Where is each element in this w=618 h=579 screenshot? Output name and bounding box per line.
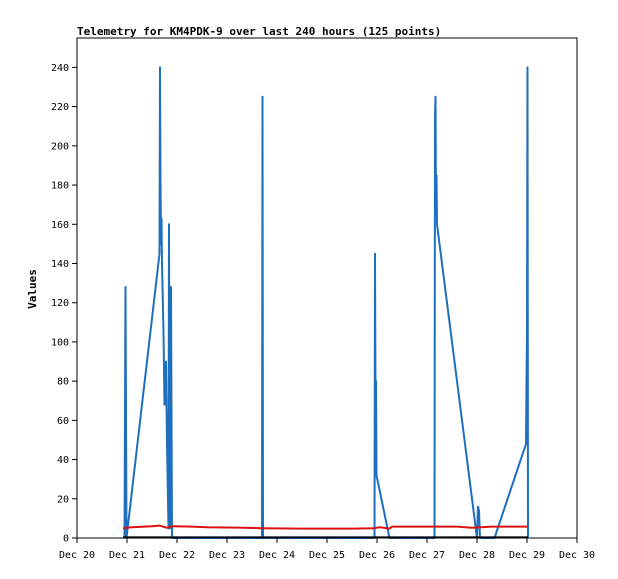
y-axis-label: Values	[26, 269, 39, 309]
y-tick-label: 20	[57, 494, 69, 505]
y-tick-label: 140	[51, 259, 69, 270]
y-tick-label: 100	[51, 337, 69, 348]
x-tick-label: Dec 30	[559, 550, 595, 561]
y-tick-label: 120	[51, 298, 69, 309]
plot-area	[76, 37, 578, 539]
x-tick-label: Dec 29	[509, 550, 545, 561]
x-tick-label: Dec 23	[209, 550, 245, 561]
y-tick-label: 40	[57, 455, 69, 466]
x-tick-label: Dec 24	[259, 550, 295, 561]
x-tick-label: Dec 27	[409, 550, 445, 561]
x-tick-label: Dec 25	[309, 550, 345, 561]
y-tick-label: 220	[51, 102, 69, 113]
x-tick-label: Dec 21	[109, 550, 145, 561]
series-line-1	[122, 524, 528, 530]
axis-layer: 0 20 40 60 80 100 120 140 160 180 200 220 240 Dec 20 D…	[51, 63, 595, 561]
y-tick-label: 180	[51, 181, 69, 192]
x-tick-label: Dec 22	[159, 550, 195, 561]
y-tick-label: 160	[51, 220, 69, 231]
y-tick-label: 240	[51, 63, 69, 74]
x-tick-label: Dec 26	[359, 550, 395, 561]
y-tick-label: 0	[63, 534, 69, 545]
x-tick-label: Dec 28	[459, 550, 495, 561]
series-layer	[122, 66, 529, 539]
x-tick-label: Dec 20	[59, 550, 95, 561]
y-tick-label: 80	[57, 377, 69, 388]
y-tick-label: 60	[57, 416, 69, 427]
y-tick-label: 200	[51, 141, 69, 152]
chart-title: Telemetry for KM4PDK-9 over last 240 hou…	[77, 25, 441, 38]
